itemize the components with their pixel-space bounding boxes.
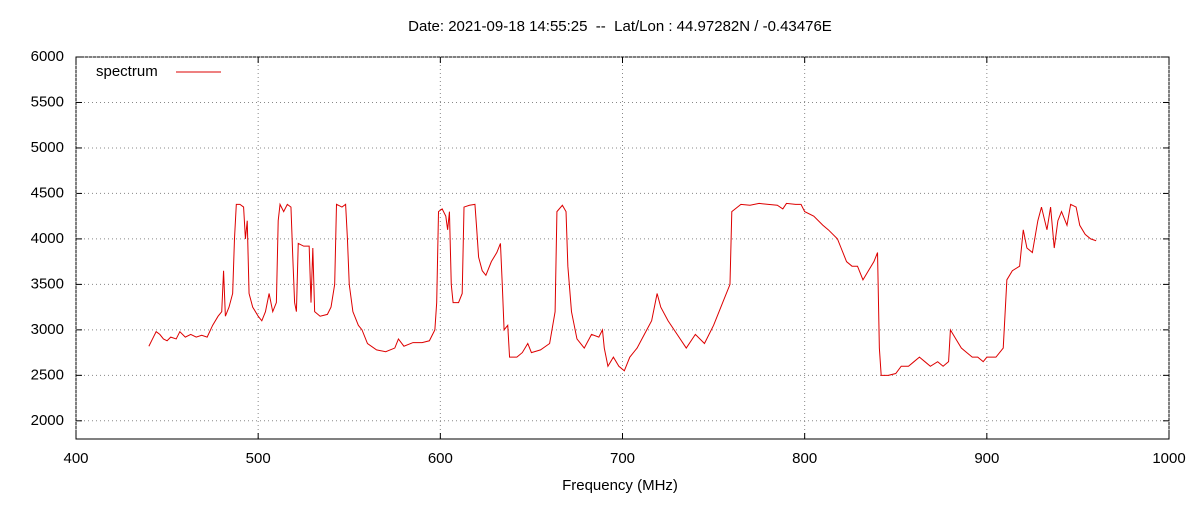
y-tick-label: 2000 xyxy=(31,412,64,429)
x-tick-label: 800 xyxy=(792,450,817,467)
y-tick-label: 3000 xyxy=(31,321,64,338)
x-tick-label: 400 xyxy=(63,450,88,467)
x-tick-label: 600 xyxy=(428,450,453,467)
x-tick-label: 900 xyxy=(974,450,999,467)
legend-label: spectrum xyxy=(96,63,158,80)
data-line xyxy=(148,202,1097,376)
x-axis-label: Frequency (MHz) xyxy=(562,477,678,494)
y-tick-label: 3500 xyxy=(31,275,64,292)
x-tick-label: 500 xyxy=(246,450,271,467)
x-tick-label: 1000 xyxy=(1152,450,1185,467)
y-tick-label: 5500 xyxy=(31,93,64,110)
y-tick-label: 5000 xyxy=(31,139,64,156)
x-tick-label: 700 xyxy=(610,450,635,467)
chart-title: Date: 2021-09-18 14:55:25 -- Lat/Lon : 4… xyxy=(408,18,832,35)
y-tick-label: 4500 xyxy=(31,184,64,201)
y-tick-label: 6000 xyxy=(31,48,64,65)
y-tick-label: 4000 xyxy=(31,230,64,247)
y-tick-label: 2500 xyxy=(31,366,64,383)
